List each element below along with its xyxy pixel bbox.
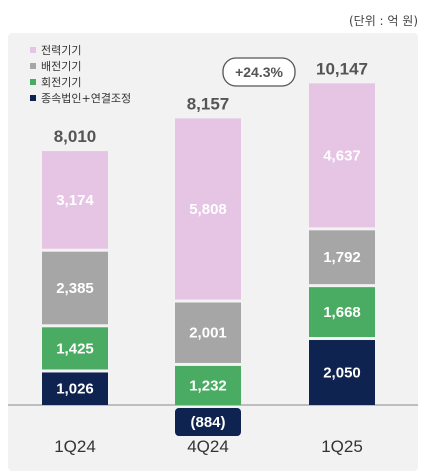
bar-segment-2-2 (175, 365, 241, 405)
labels-layer: 1,026 1,425 2,385 3,174 8,010 1Q24 (884) 1,232 2… (54, 59, 368, 456)
legend-swatch-subsidiary (30, 95, 36, 101)
legend-label: 종속법인+연결조정 (41, 92, 132, 105)
bar-segment-2-3-label: 1,668 (323, 304, 361, 321)
bar-segment-1-1-label: 1,026 (56, 381, 94, 398)
total-label: 8,010 (54, 127, 97, 146)
legend-item: 전력기기 (30, 42, 131, 58)
bar-segment-2-2-label: 1,232 (189, 377, 227, 394)
bar-segment-2-1-label: 1,425 (56, 340, 94, 357)
bar-segment-4-1-label: 3,174 (56, 192, 94, 209)
growth-badge-label: +24.3% (235, 64, 283, 80)
bar-segment-3-3 (309, 230, 375, 285)
bar-segment-2-3 (309, 287, 375, 338)
bar-segment-1-2-label: (884) (190, 414, 225, 431)
bar-segment-4-3-label: 4,637 (323, 147, 361, 164)
bar-segment-3-2 (175, 302, 241, 363)
total-label: 10,147 (316, 59, 368, 78)
bar-segment-3-1 (42, 251, 108, 325)
legend-label: 회전기기 (41, 76, 82, 89)
bar-segment-4-2 (175, 118, 241, 300)
bar-segment-4-1 (42, 151, 108, 249)
total-label: 8,157 (187, 94, 230, 113)
category-label: 1Q25 (321, 437, 363, 456)
legend-item: 배전기기 (30, 58, 131, 74)
legend-swatch-power (30, 47, 36, 53)
bar-segment-1-3 (309, 340, 375, 405)
unit-label: (단위 : 억 원) (348, 14, 418, 28)
bar-segment-2-1 (42, 327, 108, 370)
bar-segment-3-2-label: 2,001 (189, 325, 227, 342)
legend-swatch-rotating (30, 79, 36, 85)
growth-badge: +24.3% (222, 57, 296, 87)
bar-segment-3-3-label: 1,792 (323, 249, 361, 266)
category-label: 4Q24 (187, 437, 229, 456)
growth-badge-outline (222, 57, 296, 87)
bar-segment-3-1-label: 2,385 (56, 280, 94, 297)
legend-label: 전력기기 (41, 44, 82, 57)
bar-segment-1-3-label: 2,050 (323, 365, 361, 382)
bar-segment-1-1 (42, 372, 108, 405)
category-label: 1Q24 (54, 437, 96, 456)
legend-item: 종속법인+연결조정 (30, 90, 131, 106)
legend-swatch-distribution (30, 63, 36, 69)
bar-segment-1-2 (175, 408, 241, 437)
bar-segment-4-3 (309, 83, 375, 228)
legend-label: 배전기기 (41, 60, 82, 73)
bars-layer (42, 83, 375, 437)
bar-segment-4-2-label: 5,808 (189, 201, 227, 218)
legend: 전력기기 배전기기 회전기기 종속법인+연결조정 (30, 42, 131, 106)
legend-item: 회전기기 (30, 74, 131, 90)
